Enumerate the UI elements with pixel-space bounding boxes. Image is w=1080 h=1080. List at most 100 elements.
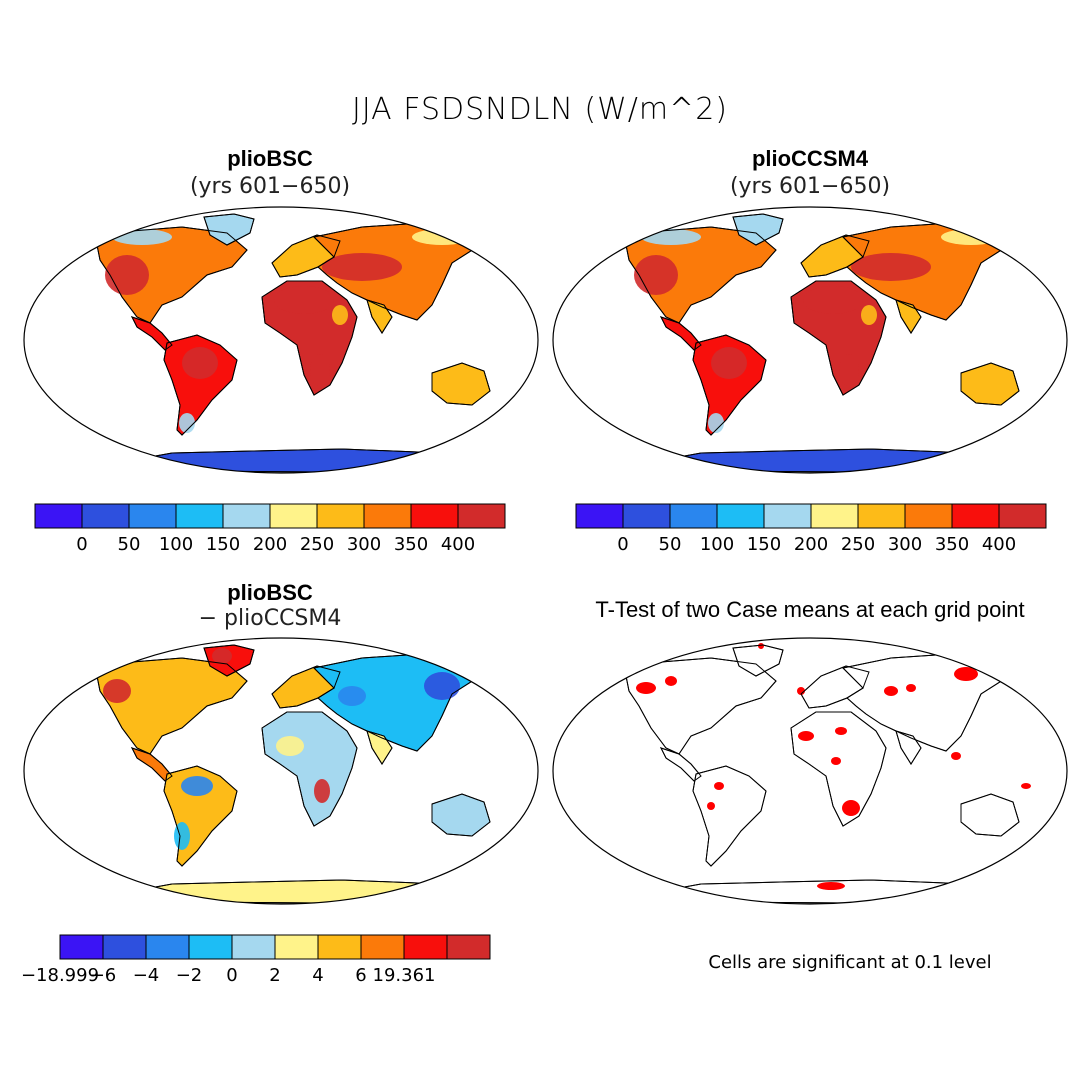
- colorbar-swatch: [59, 934, 104, 960]
- colorbar-swatch: [810, 503, 859, 529]
- colorbar-tick-label: 400: [982, 534, 1016, 555]
- colorbar-swatch: [446, 934, 491, 960]
- coastline: [431, 793, 491, 837]
- colorbar-tick-label: −18.999: [21, 965, 99, 986]
- coastline: [692, 765, 767, 867]
- field-patch: [103, 679, 131, 703]
- colorbar-tick-label: 0: [76, 534, 87, 555]
- field-patch: [424, 672, 460, 700]
- significant-cell: [817, 882, 845, 890]
- coastline: [660, 316, 702, 351]
- colorbar-swatch: [857, 503, 906, 529]
- coastline: [366, 730, 393, 765]
- colorbar-swatch: [222, 503, 271, 529]
- colorbar-swatch: [457, 503, 506, 529]
- colorbar-tick-label: −6: [90, 965, 117, 986]
- field-patch: [711, 347, 747, 379]
- colorbar-tick-label: 200: [794, 534, 828, 555]
- significant-cell: [798, 731, 814, 741]
- colorbar-swatch: [231, 934, 276, 960]
- colorbar-swatch: [175, 503, 224, 529]
- colorbar-tick-label: 0: [617, 534, 628, 555]
- colorbar-plioBSC: 0 50 100 150 200 250 300 350 400: [34, 503, 506, 555]
- colorbar-swatch: [669, 503, 718, 529]
- colorbar-tick-label: 0: [226, 965, 237, 986]
- colorbar-tick-label: 100: [159, 534, 193, 555]
- significant-cell: [636, 682, 656, 694]
- colorbar-tick-label: 350: [394, 534, 428, 555]
- colorbar-swatch: [145, 934, 190, 960]
- map-panel-ttest: [552, 637, 1068, 905]
- field-patch: [412, 229, 472, 245]
- colorbar-swatch: [998, 503, 1047, 529]
- colorbar-tick-label: 2: [269, 965, 280, 986]
- field-patch: [803, 286, 863, 314]
- coastline: [96, 657, 248, 755]
- colorbar-difference: −18.999−6 −4 −2 0 2 4 6 19.361: [21, 934, 491, 986]
- map-boundary: [23, 206, 539, 474]
- map-boundary: [552, 637, 1068, 905]
- colorbar-tick-label: 250: [841, 534, 875, 555]
- coastline: [96, 226, 248, 324]
- significant-cell: [842, 800, 860, 816]
- significant-cell: [884, 686, 898, 696]
- significant-cell: [954, 667, 978, 681]
- field-patch: [941, 229, 1001, 245]
- field-patch: [338, 686, 366, 706]
- panel1-subtitle: (yrs 601−650): [189, 174, 351, 199]
- colorbar-swatch: [363, 503, 412, 529]
- coastline: [692, 334, 767, 436]
- field-patch: [105, 255, 149, 295]
- field-patch: [310, 354, 330, 386]
- significant-cell: [707, 802, 715, 810]
- significant-cell: [906, 684, 916, 692]
- panel2-title: plioCCSM4: [751, 146, 869, 171]
- colorbar-swatch: [360, 934, 405, 960]
- significant-cell: [831, 757, 841, 765]
- field-patch: [861, 305, 877, 325]
- map-panel-difference: [23, 637, 539, 905]
- colorbar-swatch: [102, 934, 147, 960]
- coastline: [660, 747, 702, 782]
- map-panel-plioBSC: [23, 206, 539, 474]
- colorbar-tick-label: 4: [312, 965, 323, 986]
- colorbar-tick-label: 150: [747, 534, 781, 555]
- field-patch: [181, 776, 213, 796]
- coastline: [431, 362, 491, 406]
- colorbar-tick-label: −4: [133, 965, 160, 986]
- colorbar-swatch: [410, 503, 459, 529]
- colorbar-tick-label: 100: [700, 534, 734, 555]
- field-patch: [322, 253, 402, 281]
- field-patch: [179, 413, 195, 433]
- colorbar-tick-label: 250: [300, 534, 334, 555]
- map-panel-plioCCSM4: [552, 206, 1068, 474]
- field-patch: [274, 286, 334, 314]
- figure-title: JJA FSDSNDLN (W/m^2): [351, 92, 728, 127]
- coastline: [261, 711, 358, 827]
- colorbar-tick-label: 50: [118, 534, 141, 555]
- colorbar-swatch: [188, 934, 233, 960]
- colorbar-tick-label: 350: [935, 534, 969, 555]
- field-patch: [851, 253, 931, 281]
- colorbar-tick-label: 50: [659, 534, 682, 555]
- colorbar-plioCCSM4: 0 50 100 150 200 250 300 350 400: [575, 503, 1047, 555]
- colorbar-tick-label: 300: [888, 534, 922, 555]
- coastline: [960, 362, 1020, 406]
- field-patch: [641, 229, 701, 245]
- significant-cell: [1021, 783, 1031, 789]
- panel1-title: plioBSC: [227, 146, 313, 171]
- coastline: [732, 644, 784, 677]
- coastline: [960, 793, 1020, 837]
- field-patch: [112, 229, 172, 245]
- colorbar-tick-label: −2: [176, 965, 203, 986]
- colorbar-swatch: [128, 503, 177, 529]
- coastline: [131, 747, 173, 782]
- significant-cell: [758, 643, 764, 649]
- coastline: [625, 657, 777, 755]
- significant-cell: [835, 727, 847, 735]
- significant-cell: [714, 782, 724, 790]
- significant-cell: [665, 676, 677, 686]
- field-patch: [839, 354, 859, 386]
- coastline: [625, 226, 777, 324]
- colorbar-swatch: [904, 503, 953, 529]
